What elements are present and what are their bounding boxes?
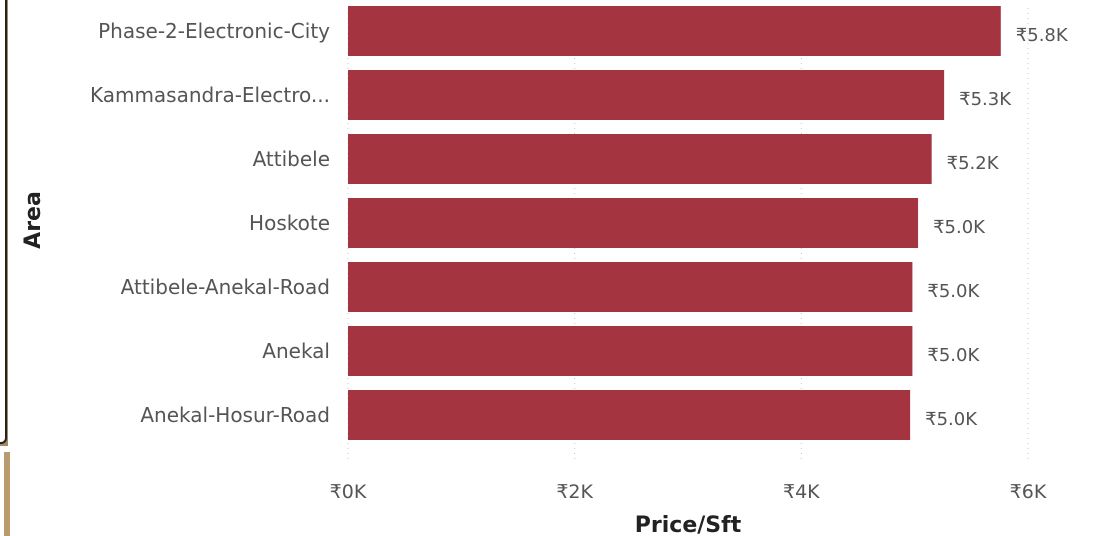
y-axis-title: Area xyxy=(21,191,46,249)
bar-1[interactable] xyxy=(348,70,945,120)
data-label-1: ₹5.3K xyxy=(959,89,1012,110)
x-tick-label-3: ₹6K xyxy=(1010,481,1047,503)
bar-3[interactable] xyxy=(348,198,919,248)
bar-0[interactable] xyxy=(348,6,1001,56)
x-tick-label-1: ₹2K xyxy=(556,481,593,503)
bar-6[interactable] xyxy=(348,390,911,440)
category-label-3: Hoskote xyxy=(249,211,330,235)
bars xyxy=(348,6,1001,440)
category-label-6: Anekal-Hosur-Road xyxy=(140,403,330,427)
category-label-0: Phase-2-Electronic-City xyxy=(98,19,330,43)
x-tick-label-2: ₹4K xyxy=(783,481,820,503)
data-label-2: ₹5.2K xyxy=(947,153,1000,174)
x-tick-labels: ₹0K ₹2K ₹4K ₹6K xyxy=(330,481,1047,503)
data-label-3: ₹5.0K xyxy=(933,217,986,238)
data-label-5: ₹5.0K xyxy=(927,345,980,366)
bar-5[interactable] xyxy=(348,326,913,376)
category-label-2: Attibele xyxy=(253,147,330,171)
left-edge-border-lower-inner xyxy=(0,452,4,536)
data-label-0: ₹5.8K xyxy=(1016,25,1069,46)
left-edge-border-lower xyxy=(0,452,10,536)
data-labels: ₹5.8K ₹5.3K ₹5.2K ₹5.0K ₹5.0K ₹5.0K ₹5.0K xyxy=(925,25,1069,430)
data-label-6: ₹5.0K xyxy=(925,409,978,430)
category-label-4: Attibele-Anekal-Road xyxy=(121,275,330,299)
category-label-5: Anekal xyxy=(262,339,330,363)
bar-2[interactable] xyxy=(348,134,932,184)
bar-4[interactable] xyxy=(348,262,913,312)
x-axis-title: Price/Sft xyxy=(635,513,742,536)
data-label-4: ₹5.0K xyxy=(927,281,980,302)
left-edge-border-inner xyxy=(0,0,7,444)
category-label-1: Kammasandra-Electro... xyxy=(90,83,330,107)
x-tick-label-0: ₹0K xyxy=(330,481,367,503)
category-labels: Phase-2-Electronic-City Kammasandra-Elect… xyxy=(90,19,330,427)
